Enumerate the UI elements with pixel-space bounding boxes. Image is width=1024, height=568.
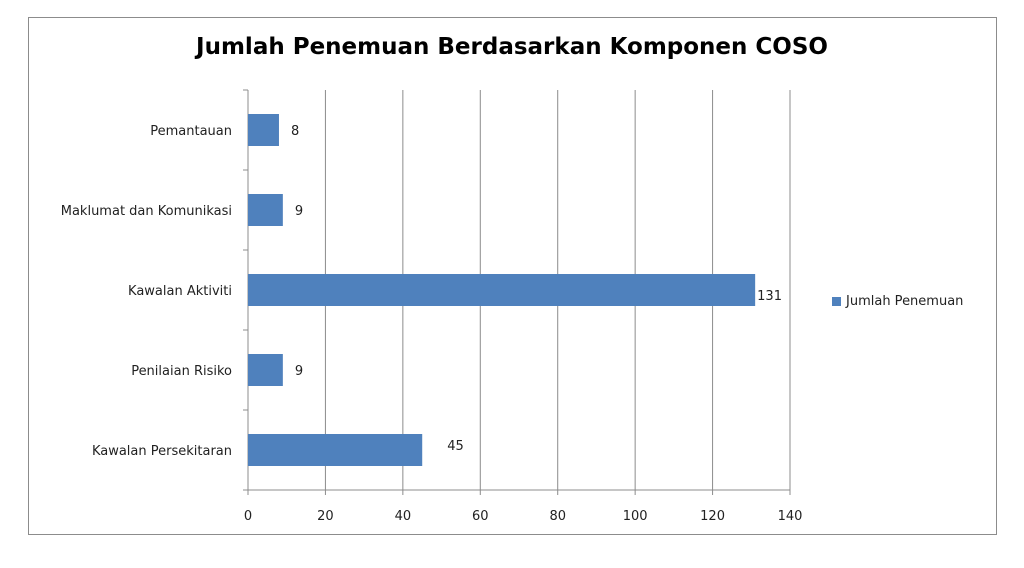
x-tick-label: 100 <box>623 509 648 524</box>
legend-swatch <box>832 297 841 306</box>
x-tick-label: 40 <box>395 509 412 524</box>
category-label: Maklumat dan Komunikasi <box>61 204 232 219</box>
bar <box>248 354 283 386</box>
legend-label: Jumlah Penemuan <box>846 294 964 309</box>
data-label: 8 <box>291 124 299 139</box>
x-tick-label: 140 <box>778 509 803 524</box>
category-label: Pemantauan <box>150 124 232 139</box>
x-tick-label: 120 <box>700 509 725 524</box>
data-label: 45 <box>447 439 464 454</box>
category-label: Kawalan Persekitaran <box>92 444 232 459</box>
data-label: 9 <box>295 364 303 379</box>
category-label: Kawalan Aktiviti <box>128 284 232 299</box>
x-tick-label: 20 <box>317 509 334 524</box>
data-label: 131 <box>757 289 782 304</box>
x-tick-label: 60 <box>472 509 489 524</box>
bar <box>248 434 423 466</box>
chart-frame <box>28 17 997 535</box>
x-tick-label: 80 <box>549 509 566 524</box>
bar <box>248 114 279 146</box>
category-label: Penilaian Risiko <box>131 364 232 379</box>
legend: Jumlah Penemuan <box>832 294 963 309</box>
x-tick-label: 0 <box>244 509 252 524</box>
bar <box>248 274 756 306</box>
chart-title: Jumlah Penemuan Berdasarkan Komponen COS… <box>196 34 828 60</box>
data-label: 9 <box>295 204 303 219</box>
bar <box>248 194 283 226</box>
